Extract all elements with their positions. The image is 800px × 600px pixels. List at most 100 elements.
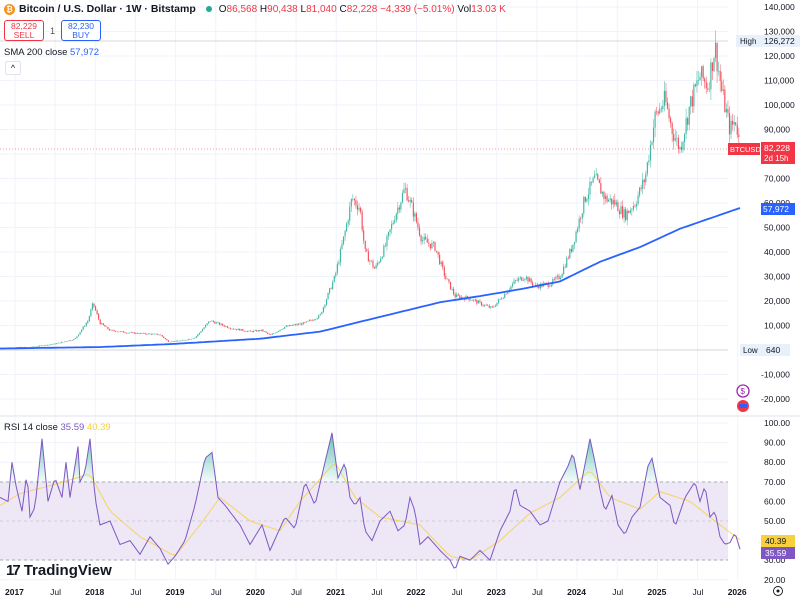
rsi-ma-tag-bg <box>761 535 795 547</box>
candle-body <box>110 329 112 331</box>
time-axis[interactable]: 2017 Jul 2018 Jul 2019 Jul 2020 Jul 2021 Jul 2022 J… <box>5 587 747 597</box>
candle-body <box>524 278 526 281</box>
dividend-event-icon[interactable] <box>736 384 750 398</box>
candle-body <box>174 341 176 342</box>
symbol-title[interactable]: Bitcoin / U.S. Dollar · 1W · Bitstamp <box>19 3 196 15</box>
sma-200-line[interactable] <box>0 207 741 350</box>
candle-body <box>502 297 504 299</box>
candle-body <box>702 66 704 79</box>
candle-body <box>639 187 641 196</box>
candle-body <box>53 343 55 345</box>
candle-body <box>674 138 676 141</box>
candle-body <box>403 189 405 194</box>
rsi-scale[interactable]: 100.00 90.00 80.00 70.00 60.00 50.00 30.00 20.0… <box>764 418 790 585</box>
candle-body <box>445 276 447 279</box>
candle-body <box>691 96 693 107</box>
candle-body <box>460 296 462 299</box>
candle-body <box>136 332 138 334</box>
candle-body <box>353 199 355 201</box>
buy-button[interactable]: 82,230 BUY <box>61 20 102 41</box>
tradingview-logo[interactable]: 17 TradingView <box>6 562 112 579</box>
candle-body <box>491 306 493 308</box>
candle-body <box>547 283 549 287</box>
candle-body <box>400 202 402 210</box>
candle-body <box>34 346 36 348</box>
candle-body <box>626 210 628 221</box>
candle-body <box>327 292 329 300</box>
candle-body <box>666 102 669 109</box>
symbol-legend[interactable]: ₿ Bitcoin / U.S. Dollar · 1W · Bitstamp … <box>4 3 506 15</box>
candle-body <box>361 211 363 231</box>
time-tick: Jul <box>452 587 463 597</box>
candle-body <box>442 261 444 268</box>
sell-button[interactable]: 82,229 SELL <box>4 20 44 41</box>
candle-body <box>251 331 253 332</box>
sma-legend[interactable]: SMA 200 close 57,972 <box>4 47 99 58</box>
candle-body <box>267 332 269 334</box>
candle-body <box>149 333 151 335</box>
candle-body <box>79 332 81 335</box>
candle-body <box>589 181 591 195</box>
candle-body <box>457 294 459 296</box>
candle-body <box>36 346 38 348</box>
candle-body <box>214 321 216 324</box>
time-tick: 2024 <box>567 587 586 597</box>
candle-body <box>434 242 436 251</box>
candle-body <box>260 329 262 332</box>
candle-body <box>284 326 286 329</box>
candle-body <box>561 273 563 278</box>
candle-body <box>652 127 655 143</box>
candle-body <box>184 339 187 341</box>
candle-body <box>195 336 197 338</box>
candle-body <box>156 333 159 335</box>
candle-body <box>313 319 315 321</box>
rsi-legend[interactable]: RSI 14 close 35.59 40.39 <box>4 422 111 433</box>
candle-body <box>637 195 639 205</box>
candle-body <box>736 124 738 135</box>
rsi-ma-line[interactable] <box>0 463 741 561</box>
settings-icon-dot <box>776 589 780 593</box>
candle-body <box>648 160 650 163</box>
trade-panel: 82,229 SELL 1 82,230 BUY <box>4 20 102 41</box>
collapse-legend-button[interactable]: ^ <box>5 61 21 75</box>
candle-body <box>257 330 259 332</box>
candle-body <box>236 329 238 330</box>
candle-body <box>623 209 625 218</box>
candle-body <box>336 264 338 273</box>
candle-body <box>721 80 723 91</box>
candle-body <box>122 331 125 333</box>
candle-body <box>550 284 552 287</box>
candle-body <box>507 291 509 294</box>
candle-body <box>408 200 410 202</box>
candle-body <box>567 257 569 259</box>
candle-body <box>205 325 207 328</box>
rsi-value: 35.59 <box>60 422 85 433</box>
candle-body <box>228 327 230 329</box>
candle-body <box>707 88 709 90</box>
candle-body <box>477 300 479 304</box>
vol-value: 13.03 K <box>471 3 506 15</box>
candle-body <box>307 320 309 322</box>
candle-body <box>592 177 594 183</box>
candle-body <box>305 321 307 323</box>
candle-body <box>391 224 393 230</box>
candle-body <box>384 245 386 247</box>
candle-body <box>242 329 244 331</box>
candle-body <box>572 244 574 252</box>
candle-body <box>302 322 304 325</box>
rsi-line[interactable] <box>0 432 741 569</box>
candle-body <box>595 174 597 176</box>
rsi-tag: 35.59 <box>765 548 787 558</box>
time-tick: Jul <box>693 587 704 597</box>
rsi-tick: 60.00 <box>764 496 786 506</box>
settings-icon[interactable] <box>773 586 783 596</box>
candle-body <box>449 281 452 290</box>
candlestick-series[interactable] <box>0 30 740 349</box>
candle-body <box>315 319 317 320</box>
candle-body <box>201 329 204 332</box>
candle-body <box>719 70 721 81</box>
candle-body <box>347 220 349 224</box>
candle-body <box>660 108 662 110</box>
